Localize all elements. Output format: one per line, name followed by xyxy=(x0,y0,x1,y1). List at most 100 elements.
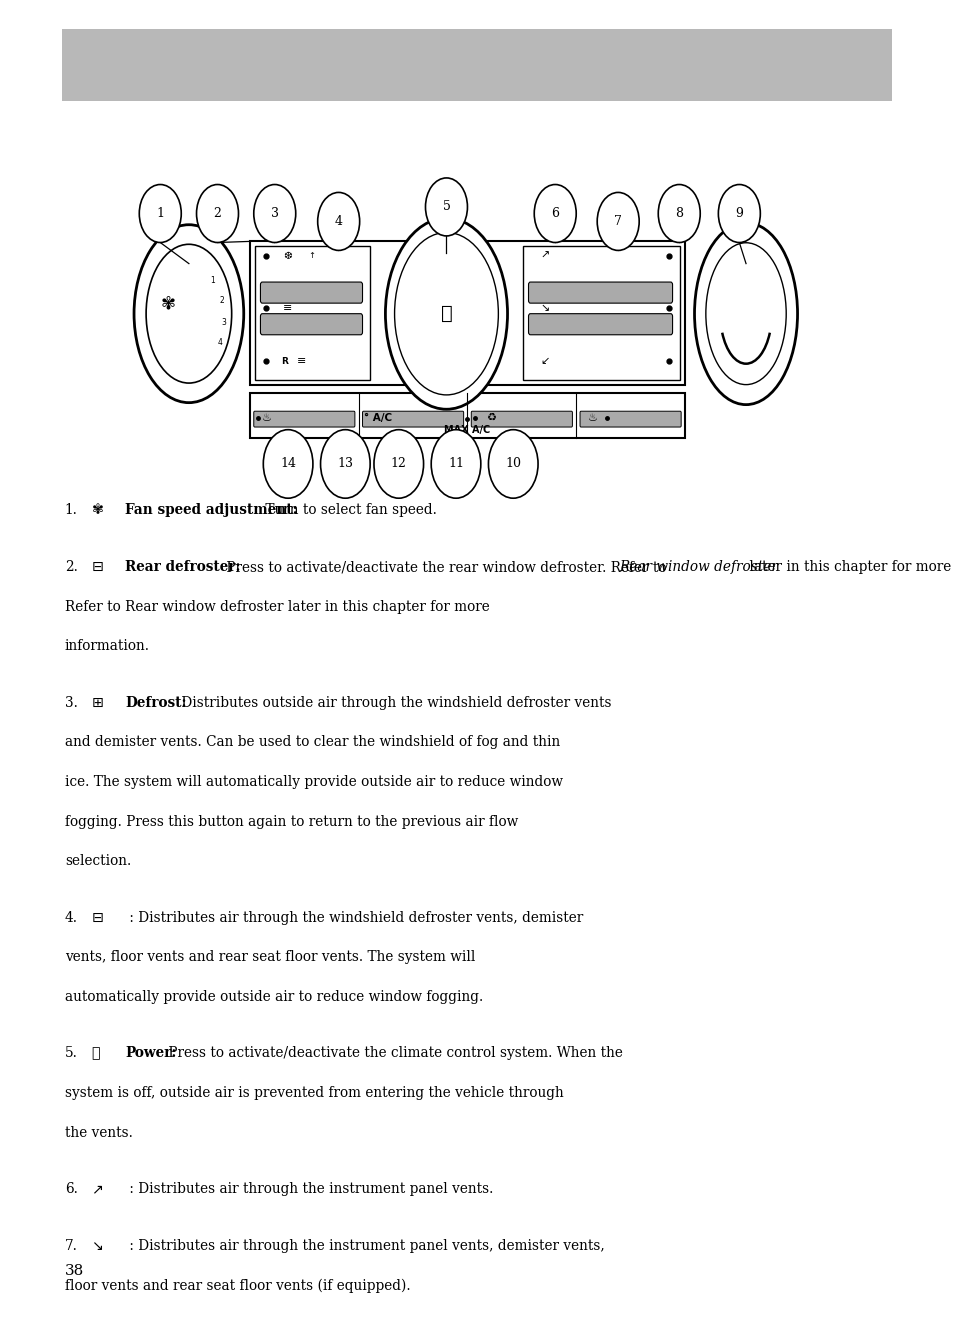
Text: Distributes outside air through the windshield defroster vents: Distributes outside air through the wind… xyxy=(176,696,611,710)
Circle shape xyxy=(139,185,181,243)
Text: ♨: ♨ xyxy=(261,413,271,423)
Text: 4: 4 xyxy=(217,339,222,347)
Circle shape xyxy=(253,185,295,243)
Text: and demister vents. Can be used to clear the windshield of fog and thin: and demister vents. Can be used to clear… xyxy=(65,735,559,750)
Bar xyxy=(254,246,370,380)
FancyBboxPatch shape xyxy=(528,282,672,303)
Circle shape xyxy=(196,185,238,243)
FancyBboxPatch shape xyxy=(579,411,680,427)
Text: 2.: 2. xyxy=(65,560,77,575)
Text: 10: 10 xyxy=(505,457,520,471)
Circle shape xyxy=(431,430,480,498)
Bar xyxy=(250,393,684,438)
Ellipse shape xyxy=(133,224,244,403)
Text: 9: 9 xyxy=(735,207,742,220)
Text: R: R xyxy=(281,357,288,365)
Circle shape xyxy=(374,430,423,498)
Text: 13: 13 xyxy=(337,457,353,471)
Text: Defrost:: Defrost: xyxy=(125,696,186,710)
Text: Turn to select fan speed.: Turn to select fan speed. xyxy=(261,503,436,518)
Text: ice. The system will automatically provide outside air to reduce window: ice. The system will automatically provi… xyxy=(65,775,562,789)
Text: Rear defroster:: Rear defroster: xyxy=(125,560,240,575)
Text: floor vents and rear seat floor vents (if equipped).: floor vents and rear seat floor vents (i… xyxy=(65,1278,410,1293)
FancyBboxPatch shape xyxy=(260,314,362,335)
Text: fogging. Press this button again to return to the previous air flow: fogging. Press this button again to retu… xyxy=(65,815,517,829)
Text: ≡: ≡ xyxy=(296,356,306,366)
Circle shape xyxy=(425,178,467,236)
Text: 6: 6 xyxy=(551,207,558,220)
Text: 4.: 4. xyxy=(65,911,78,925)
Text: vents, floor vents and rear seat floor vents. The system will: vents, floor vents and rear seat floor v… xyxy=(65,950,475,965)
Circle shape xyxy=(534,185,576,243)
FancyBboxPatch shape xyxy=(471,411,572,427)
Text: 2: 2 xyxy=(213,207,221,220)
Text: ↘: ↘ xyxy=(539,303,549,314)
Ellipse shape xyxy=(395,232,497,395)
Circle shape xyxy=(658,185,700,243)
Ellipse shape xyxy=(385,217,507,409)
Text: 1: 1 xyxy=(210,277,214,285)
Circle shape xyxy=(263,430,313,498)
Text: ↑: ↑ xyxy=(308,252,314,260)
Text: automatically provide outside air to reduce window fogging.: automatically provide outside air to red… xyxy=(65,990,482,1004)
Text: ⏻: ⏻ xyxy=(91,1046,100,1061)
Text: ↘: ↘ xyxy=(91,1239,104,1253)
Text: 3: 3 xyxy=(221,319,226,327)
Text: ✾: ✾ xyxy=(160,294,175,312)
Circle shape xyxy=(718,185,760,243)
Ellipse shape xyxy=(705,243,785,385)
Text: 3: 3 xyxy=(271,207,278,220)
Text: selection.: selection. xyxy=(65,854,131,869)
Text: later in this chapter for more information.: later in this chapter for more informati… xyxy=(744,560,953,575)
Text: Rear window defroster: Rear window defroster xyxy=(618,560,777,575)
Text: 1: 1 xyxy=(156,207,164,220)
Text: 4: 4 xyxy=(335,215,342,228)
Bar xyxy=(250,241,684,385)
Circle shape xyxy=(597,192,639,250)
Text: 8: 8 xyxy=(675,207,682,220)
Text: 14: 14 xyxy=(280,457,295,471)
Text: Refer to Rear window defroster later in this chapter for more: Refer to Rear window defroster later in … xyxy=(65,600,489,614)
Text: 1.: 1. xyxy=(65,503,77,518)
Text: 7: 7 xyxy=(614,215,621,228)
Text: 3.: 3. xyxy=(65,696,77,710)
Circle shape xyxy=(320,430,370,498)
Text: ° A/C: ° A/C xyxy=(364,413,392,423)
Ellipse shape xyxy=(694,223,797,405)
Text: : Distributes air through the windshield defroster vents, demister: : Distributes air through the windshield… xyxy=(125,911,582,925)
Circle shape xyxy=(317,192,359,250)
Text: ≡: ≡ xyxy=(283,303,293,314)
FancyBboxPatch shape xyxy=(260,282,362,303)
Text: ⊟: ⊟ xyxy=(91,560,104,575)
Text: ↗: ↗ xyxy=(91,1182,104,1197)
Text: 38: 38 xyxy=(65,1264,84,1278)
Ellipse shape xyxy=(146,244,232,384)
Text: ↗: ↗ xyxy=(539,250,549,261)
Text: Fan speed adjustment:: Fan speed adjustment: xyxy=(125,503,297,518)
Text: : Distributes air through the instrument panel vents, demister vents,: : Distributes air through the instrument… xyxy=(125,1239,604,1253)
Text: ⏻: ⏻ xyxy=(440,304,452,323)
Text: 7.: 7. xyxy=(65,1239,77,1253)
Text: : Distributes air through the instrument panel vents.: : Distributes air through the instrument… xyxy=(125,1182,493,1197)
Bar xyxy=(62,29,891,101)
Text: 12: 12 xyxy=(391,457,406,471)
FancyBboxPatch shape xyxy=(253,411,355,427)
Text: Press to activate/deactivate the climate control system. When the: Press to activate/deactivate the climate… xyxy=(164,1046,622,1061)
Text: ❆: ❆ xyxy=(283,250,292,261)
Text: 11: 11 xyxy=(448,457,463,471)
Text: 2: 2 xyxy=(219,297,224,304)
Text: ↙: ↙ xyxy=(539,356,549,366)
Bar xyxy=(522,246,679,380)
Text: 6.: 6. xyxy=(65,1182,77,1197)
Text: ✾: ✾ xyxy=(91,503,104,518)
Text: Press to activate/deactivate the rear window defroster. Refer to: Press to activate/deactivate the rear wi… xyxy=(222,560,671,575)
Text: ⊟: ⊟ xyxy=(91,911,104,925)
Text: ⊞: ⊞ xyxy=(91,696,104,710)
Text: Power:: Power: xyxy=(125,1046,176,1061)
Circle shape xyxy=(488,430,537,498)
Text: 5.: 5. xyxy=(65,1046,77,1061)
Text: information.: information. xyxy=(65,639,150,654)
Text: ♨: ♨ xyxy=(587,413,597,423)
FancyBboxPatch shape xyxy=(362,411,463,427)
FancyBboxPatch shape xyxy=(528,314,672,335)
